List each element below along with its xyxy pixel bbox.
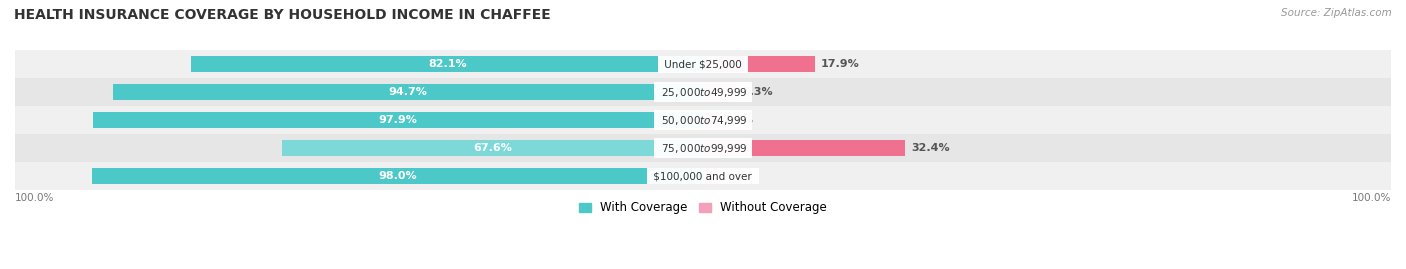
Bar (703, 112, 716, 128)
Text: 32.4%: 32.4% (911, 143, 950, 153)
Bar (281, 140, 703, 156)
Text: HEALTH INSURANCE COVERAGE BY HOUSEHOLD INCOME IN CHAFFEE: HEALTH INSURANCE COVERAGE BY HOUSEHOLD I… (14, 8, 551, 22)
Bar (93, 168, 703, 184)
Bar (112, 84, 703, 100)
Bar (0, 134, 1406, 162)
Bar (0, 78, 1406, 106)
Text: 67.6%: 67.6% (472, 143, 512, 153)
Legend: With Coverage, Without Coverage: With Coverage, Without Coverage (574, 196, 832, 219)
Bar (703, 84, 735, 100)
Text: 2.1%: 2.1% (723, 171, 754, 181)
Text: 17.9%: 17.9% (821, 59, 860, 69)
Text: Under $25,000: Under $25,000 (661, 59, 745, 69)
Bar (703, 168, 716, 184)
Bar (0, 106, 1406, 134)
Text: $50,000 to $74,999: $50,000 to $74,999 (658, 114, 748, 126)
Text: 98.0%: 98.0% (378, 171, 418, 181)
Text: 100.0%: 100.0% (15, 193, 55, 203)
Text: $75,000 to $99,999: $75,000 to $99,999 (658, 141, 748, 154)
Text: $25,000 to $49,999: $25,000 to $49,999 (658, 86, 748, 98)
Bar (191, 56, 703, 72)
Bar (0, 162, 1406, 190)
Text: 97.9%: 97.9% (378, 115, 418, 125)
Text: 2.1%: 2.1% (723, 115, 754, 125)
Text: 5.3%: 5.3% (742, 87, 773, 97)
Bar (703, 56, 814, 72)
Bar (703, 140, 905, 156)
Text: 94.7%: 94.7% (388, 87, 427, 97)
Text: 100.0%: 100.0% (1351, 193, 1391, 203)
Text: $100,000 and over: $100,000 and over (651, 171, 755, 181)
Bar (0, 50, 1406, 78)
Text: Source: ZipAtlas.com: Source: ZipAtlas.com (1281, 8, 1392, 18)
Text: 82.1%: 82.1% (427, 59, 467, 69)
Bar (93, 112, 703, 128)
